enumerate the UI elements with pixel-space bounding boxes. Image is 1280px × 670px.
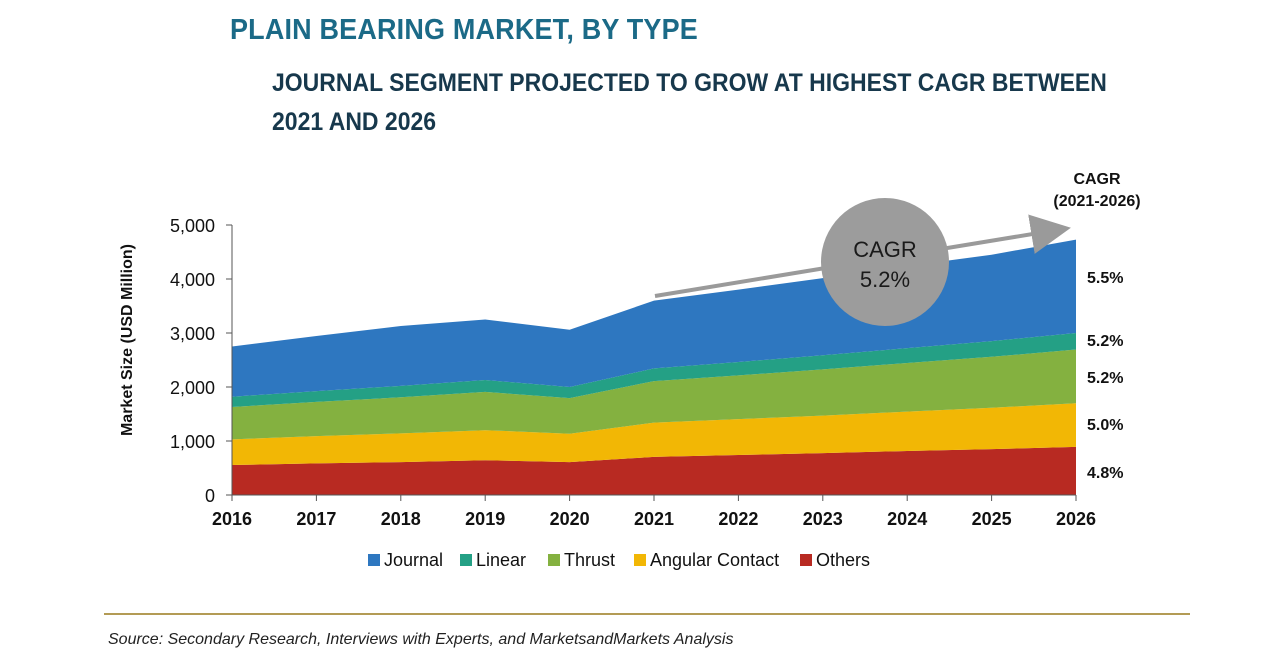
cagr-header-title: CAGR — [1073, 171, 1121, 188]
source-note: Source: Secondary Research, Interviews w… — [108, 631, 734, 648]
legend-swatch-thrust — [548, 554, 560, 566]
chart-subtitle: JOURNAL SEGMENT PROJECTED TO GROW AT HIG… — [272, 69, 1107, 136]
area-others — [232, 446, 1076, 495]
x-tick-label: 2018 — [381, 509, 421, 529]
legend-label-thrust: Thrust — [564, 550, 615, 570]
x-tick-label: 2025 — [972, 509, 1012, 529]
footer-divider — [104, 613, 1190, 615]
cagr-bubble-value: 5.2% — [860, 267, 910, 292]
x-tick-label: 2024 — [887, 509, 927, 529]
x-tick-label: 2020 — [550, 509, 590, 529]
cagr-label-linear: 5.2% — [1087, 333, 1123, 350]
legend-label-linear: Linear — [476, 550, 526, 570]
area-thrust — [232, 349, 1076, 440]
x-tick-label: 2017 — [296, 509, 336, 529]
x-tick-label: 2016 — [212, 509, 252, 529]
legend-label-angular-contact: Angular Contact — [650, 550, 779, 570]
area-linear — [232, 333, 1076, 407]
y-tick-label: 2,000 — [170, 378, 215, 398]
cagr-bubble-label: CAGR — [853, 237, 917, 262]
x-tick-label: 2026 — [1056, 509, 1096, 529]
y-axis-label: Market Size (USD Million) — [119, 244, 136, 436]
cagr-label-journal: 5.5% — [1087, 270, 1123, 287]
y-tick-label: 5,000 — [170, 216, 215, 236]
cagr-label-thrust: 5.2% — [1087, 370, 1123, 387]
chart-title: PLAIN BEARING MARKET, BY TYPE — [230, 14, 698, 46]
x-tick-label: 2022 — [718, 509, 758, 529]
legend-label-others: Others — [816, 550, 870, 570]
y-tick-label: 1,000 — [170, 432, 215, 452]
cagr-label-others: 4.8% — [1087, 465, 1123, 482]
legend-label-journal: Journal — [384, 550, 443, 570]
y-tick-label: 3,000 — [170, 324, 215, 344]
y-tick-label: 0 — [205, 486, 215, 506]
legend-swatch-angular-contact — [634, 554, 646, 566]
cagr-header-period: (2021-2026) — [1053, 193, 1140, 210]
legend-swatch-journal — [368, 554, 380, 566]
x-tick-label: 2019 — [465, 509, 505, 529]
legend-swatch-linear — [460, 554, 472, 566]
y-tick-label: 4,000 — [170, 270, 215, 290]
area-angular-contact — [232, 403, 1076, 465]
legend-swatch-others — [800, 554, 812, 566]
x-tick-label: 2021 — [634, 509, 674, 529]
x-tick-label: 2023 — [803, 509, 843, 529]
cagr-label-angular-contact: 5.0% — [1087, 417, 1123, 434]
cagr-bubble — [821, 198, 949, 326]
